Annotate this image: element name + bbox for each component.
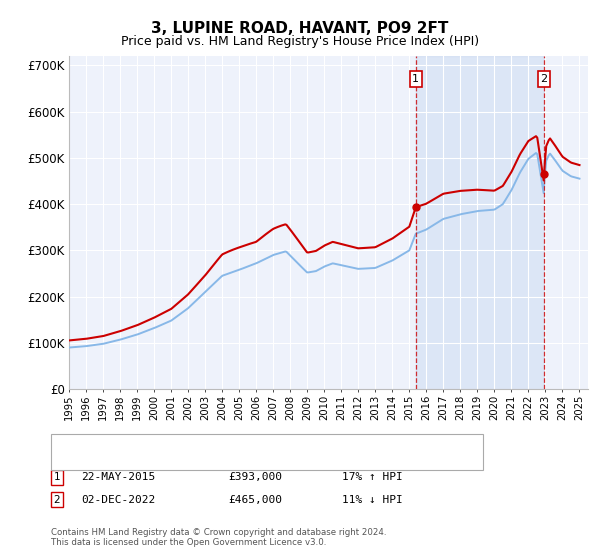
Bar xyxy=(416,56,544,389)
Text: 2: 2 xyxy=(541,74,548,84)
Text: £393,000: £393,000 xyxy=(228,472,282,482)
Text: 3, LUPINE ROAD, HAVANT, PO9 2FT: 3, LUPINE ROAD, HAVANT, PO9 2FT xyxy=(151,21,449,36)
Text: 1: 1 xyxy=(412,74,419,84)
Text: 02-DEC-2022: 02-DEC-2022 xyxy=(81,494,155,505)
Text: £465,000: £465,000 xyxy=(228,494,282,505)
Text: 3, LUPINE ROAD, HAVANT, PO9 2FT (detached house): 3, LUPINE ROAD, HAVANT, PO9 2FT (detache… xyxy=(90,439,380,449)
Text: HPI: Average price, detached house, Havant: HPI: Average price, detached house, Hava… xyxy=(90,456,331,466)
Text: Contains HM Land Registry data © Crown copyright and database right 2024.
This d: Contains HM Land Registry data © Crown c… xyxy=(51,528,386,547)
Text: 17% ↑ HPI: 17% ↑ HPI xyxy=(342,472,403,482)
Text: 11% ↓ HPI: 11% ↓ HPI xyxy=(342,494,403,505)
Text: 2: 2 xyxy=(53,494,61,505)
Text: 22-MAY-2015: 22-MAY-2015 xyxy=(81,472,155,482)
Text: ——: —— xyxy=(60,437,85,451)
Text: ——: —— xyxy=(60,454,85,468)
Text: 1: 1 xyxy=(53,472,61,482)
Text: Price paid vs. HM Land Registry's House Price Index (HPI): Price paid vs. HM Land Registry's House … xyxy=(121,35,479,48)
